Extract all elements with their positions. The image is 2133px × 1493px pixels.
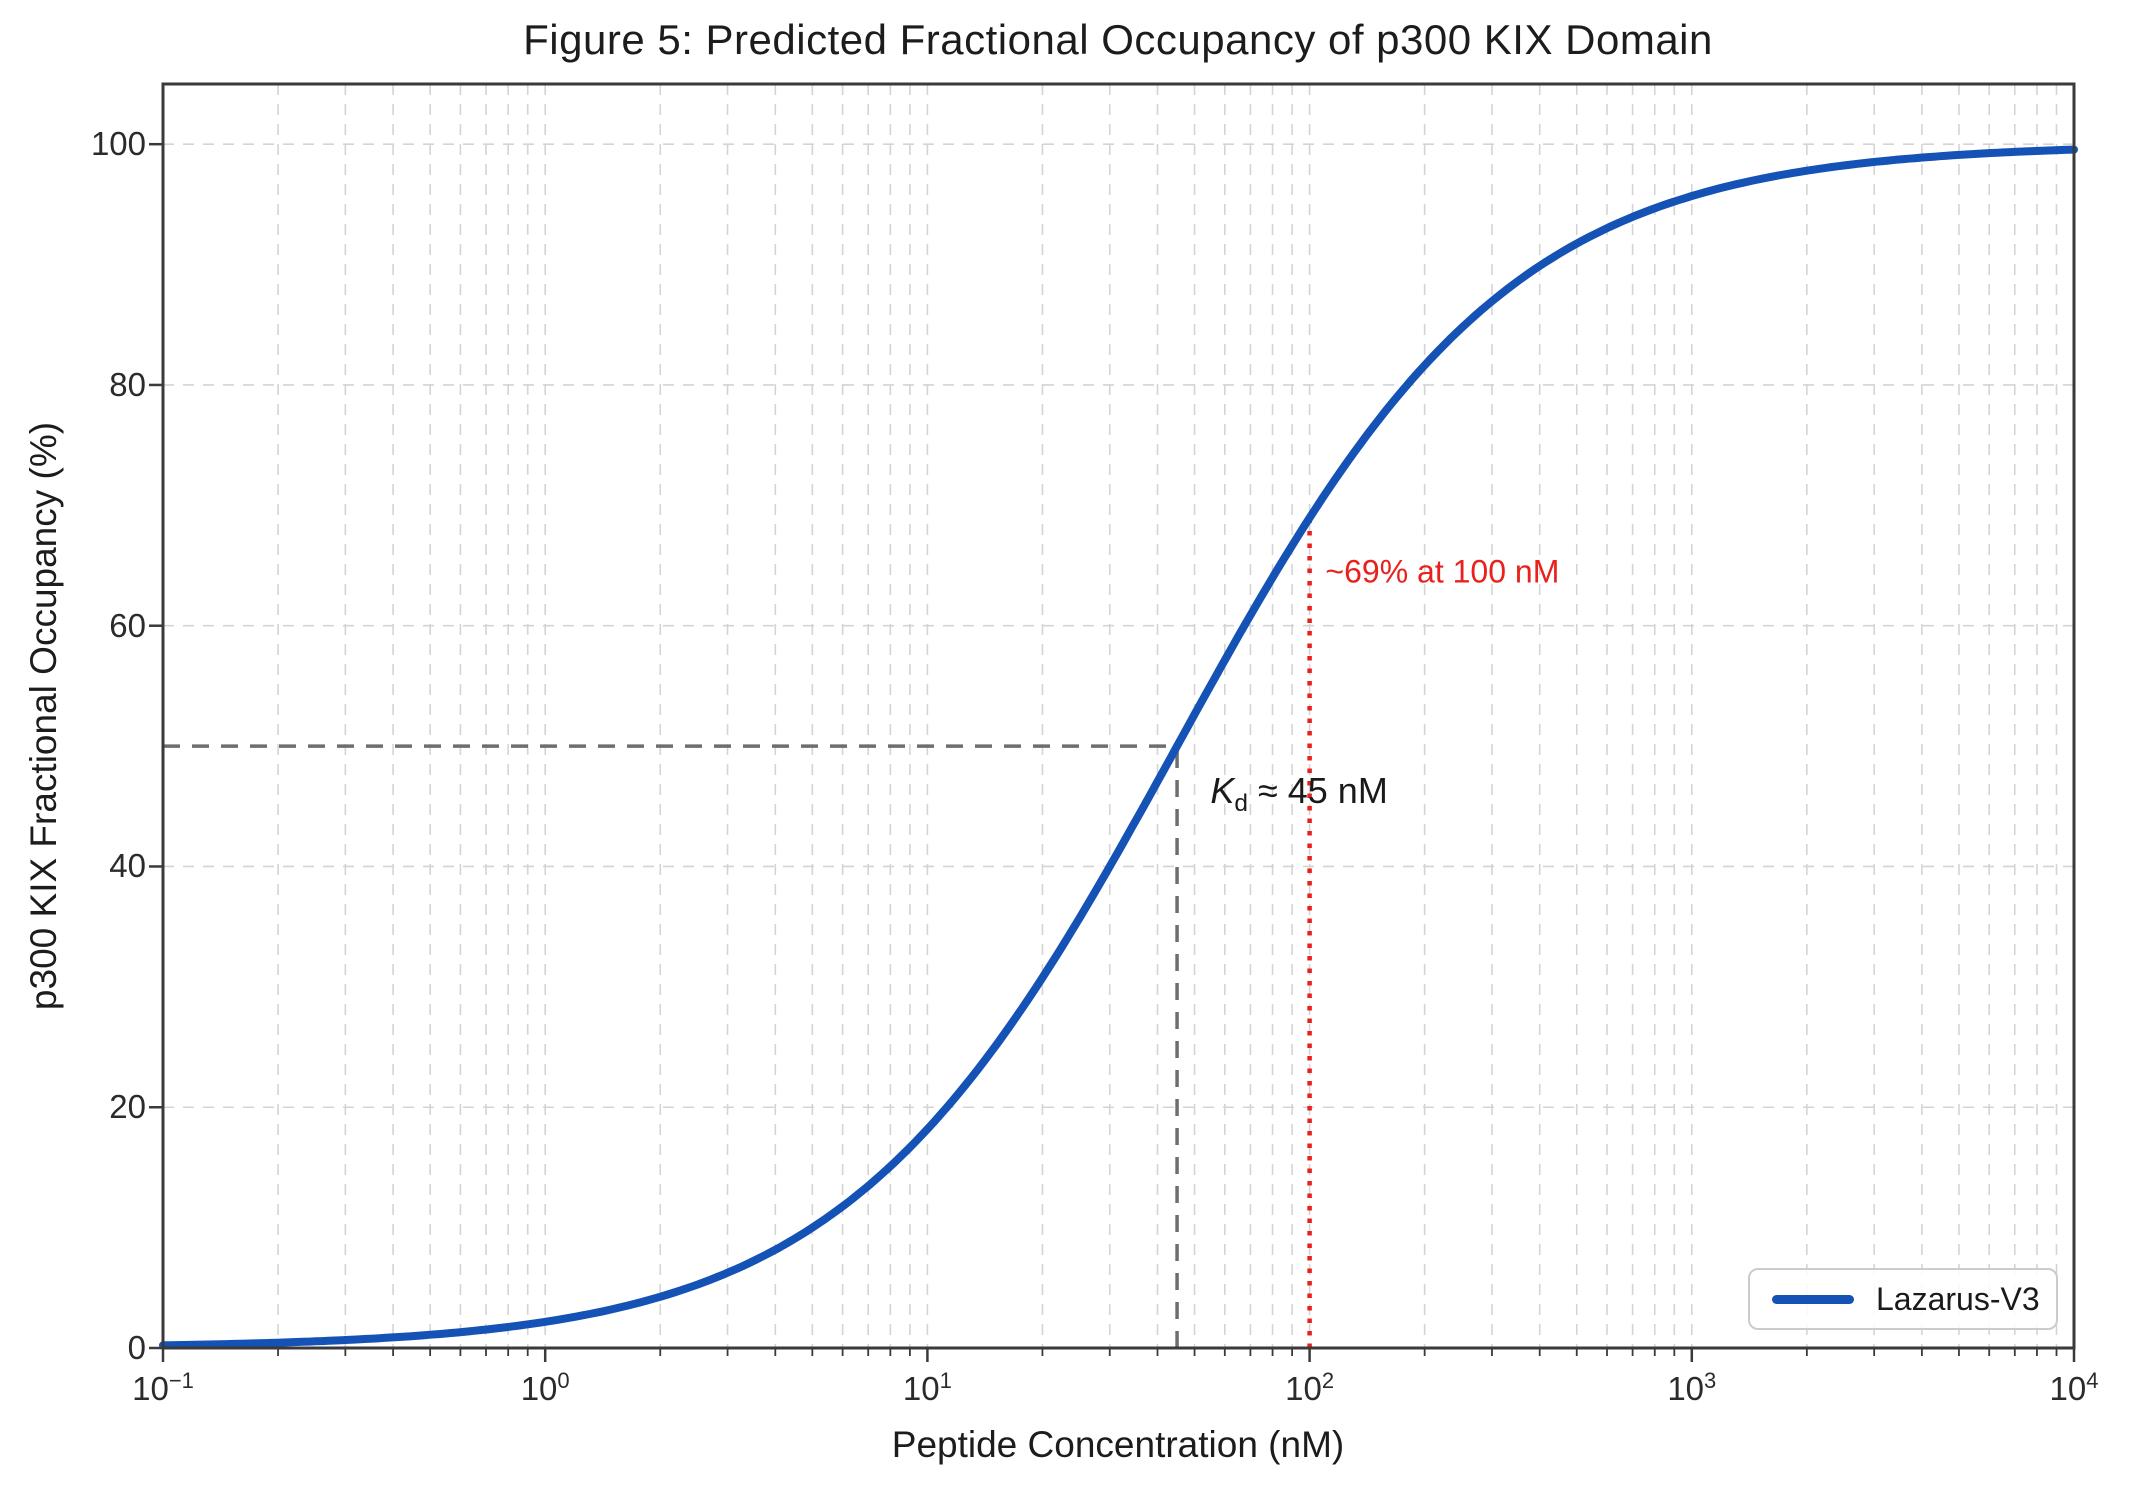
chart-title: Figure 5: Predicted Fractional Occupancy… xyxy=(523,16,1713,63)
y-tick-label: 0 xyxy=(127,1329,146,1366)
x-tick-label: 101 xyxy=(902,1368,952,1407)
binding-curve xyxy=(159,145,2078,1350)
y-tick-label: 80 xyxy=(109,365,146,403)
plot-border xyxy=(161,82,2076,1350)
x-tick-label: 10−1 xyxy=(132,1368,194,1407)
x-tick-label: 104 xyxy=(2049,1368,2099,1407)
x-axis-label: Peptide Concentration (nM) xyxy=(891,1424,1345,1465)
x-tick-label: 102 xyxy=(1285,1368,1335,1407)
legend-label: Lazarus-V3 xyxy=(1876,1280,2040,1317)
y-tick-label: 40 xyxy=(109,847,146,885)
y-axis-label: p300 KIX Fractional Occupancy (%) xyxy=(23,421,64,1011)
kd-label: Kd ≈ 45 nM xyxy=(1210,770,1388,818)
legend-line-swatch xyxy=(1772,1294,1854,1304)
x-tick-label: 103 xyxy=(1667,1368,1717,1407)
y-tick-label: 100 xyxy=(90,125,146,163)
y-tick-label: 60 xyxy=(109,606,146,644)
occ100-label: ~69% at 100 nM xyxy=(1325,553,1560,590)
legend: Lazarus-V3 xyxy=(1748,1268,2058,1330)
x-tick-label: 100 xyxy=(520,1368,570,1407)
y-tick-label: 20 xyxy=(109,1088,146,1126)
